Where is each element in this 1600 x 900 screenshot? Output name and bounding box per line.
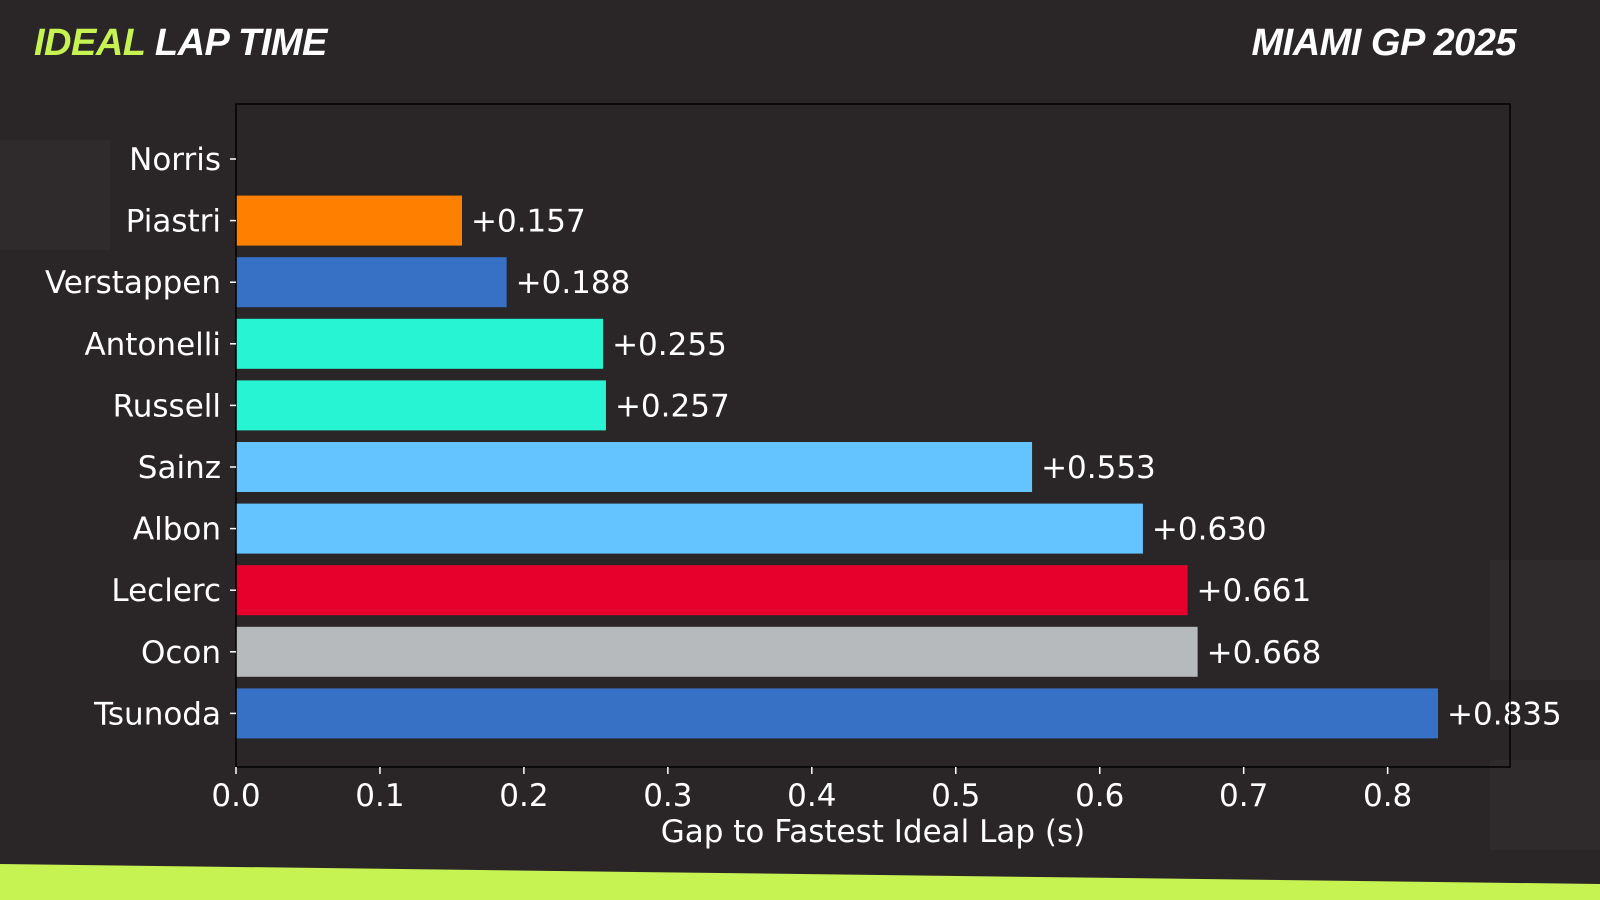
data-label-sainz: +0.553 (1041, 450, 1156, 486)
data-label-verstappen: +0.188 (516, 265, 631, 301)
data-label-ocon: +0.668 (1207, 635, 1322, 671)
y-axis: Norris Piastri Verstappen Antonelli Russell S… (45, 142, 236, 732)
x-tick-label: 0.3 (643, 778, 692, 814)
y-tick-label-piastri: Piastri (126, 204, 221, 240)
y-tick-label-antonelli: Antonelli (84, 327, 221, 363)
x-tick-label: 0.6 (1075, 778, 1124, 814)
x-tick-label: 0.8 (1363, 778, 1412, 814)
chart-title: IDEAL LAP TIME (34, 22, 327, 65)
x-axis-label: Gap to Fastest Ideal Lap (s) (661, 814, 1086, 850)
x-tick-label: 0.0 (211, 778, 260, 814)
event-title: MIAMI GP 2025 (1251, 22, 1516, 64)
bars-group: +0.157 +0.188 +0.255 +0.257 +0.553 +0.630 +0.6… (236, 195, 1562, 739)
y-tick-label-sainz: Sainz (138, 450, 221, 486)
bar-albon (236, 503, 1143, 554)
bar-ocon (236, 626, 1198, 677)
bar-tsunoda (236, 688, 1439, 739)
bar-leclerc (236, 565, 1188, 616)
data-label-albon: +0.630 (1152, 512, 1267, 548)
data-label-tsunoda: +0.835 (1447, 696, 1562, 732)
bar-verstappen (236, 257, 507, 308)
x-tick-label: 0.1 (355, 778, 404, 814)
chart-title-rest: LAP TIME (154, 22, 327, 64)
bar-piastri (236, 195, 463, 246)
y-tick-label-ocon: Ocon (141, 635, 221, 671)
data-label-piastri: +0.157 (471, 204, 586, 240)
y-tick-label-russell: Russell (113, 388, 221, 424)
y-tick-label-tsunoda: Tsunoda (93, 696, 221, 732)
data-label-antonelli: +0.255 (612, 327, 727, 363)
bar-antonelli (236, 318, 604, 369)
y-tick-label-verstappen: Verstappen (45, 265, 221, 301)
y-tick-label-albon: Albon (133, 512, 221, 548)
y-tick-label-norris: Norris (129, 142, 221, 178)
bar-russell (236, 380, 606, 431)
chart-title-accent: IDEAL (34, 22, 145, 64)
x-tick-label: 0.7 (1219, 778, 1268, 814)
bar-sainz (236, 442, 1033, 492)
data-label-leclerc: +0.661 (1197, 573, 1312, 609)
axes-frame (235, 103, 1511, 768)
data-label-russell: +0.257 (615, 388, 730, 424)
x-axis: 0.0 0.1 0.2 0.3 0.4 0.5 0.6 0.7 0.8 (211, 767, 1412, 814)
x-tick-label: 0.5 (931, 778, 980, 814)
x-tick-label: 0.4 (787, 778, 836, 814)
x-tick-label: 0.2 (499, 778, 548, 814)
y-tick-label-leclerc: Leclerc (111, 573, 221, 609)
